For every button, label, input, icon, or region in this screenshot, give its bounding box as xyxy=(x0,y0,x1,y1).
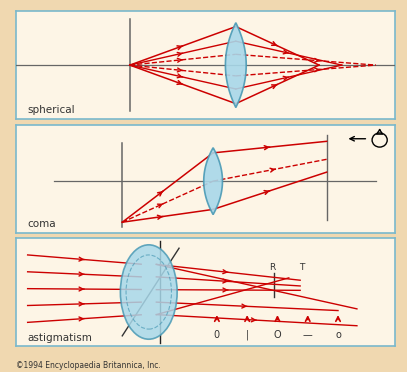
Text: T: T xyxy=(300,263,305,272)
Ellipse shape xyxy=(120,245,177,339)
Text: coma: coma xyxy=(28,219,56,229)
Text: ©1994 Encyclopaedia Britannica, Inc.: ©1994 Encyclopaedia Britannica, Inc. xyxy=(16,361,161,370)
Polygon shape xyxy=(225,23,246,108)
Text: o: o xyxy=(335,330,341,340)
Text: spherical: spherical xyxy=(28,105,75,115)
Text: R: R xyxy=(269,263,275,272)
Text: —: — xyxy=(303,330,313,340)
Text: 0: 0 xyxy=(214,330,220,340)
Text: astigmatism: astigmatism xyxy=(28,333,92,343)
Text: O: O xyxy=(274,330,281,340)
Text: |: | xyxy=(245,330,249,340)
Polygon shape xyxy=(204,148,223,215)
